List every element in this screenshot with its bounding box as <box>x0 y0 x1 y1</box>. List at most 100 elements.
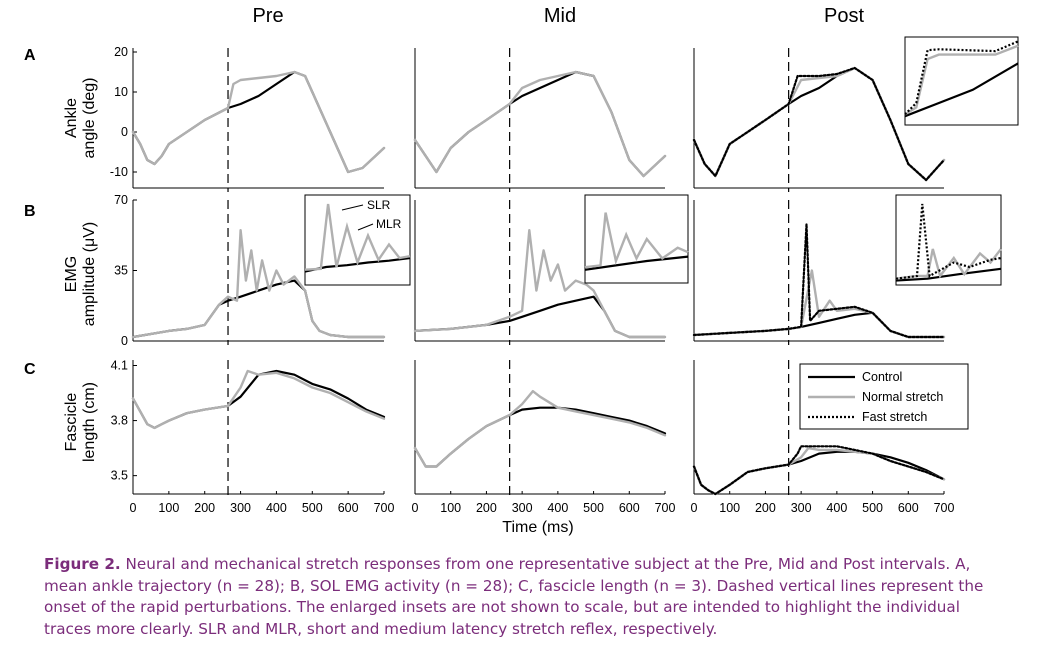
series-normal-stretch <box>413 70 667 178</box>
panel-b-mid <box>413 200 667 345</box>
x-tick-label: 700 <box>934 501 955 515</box>
column-title-post: Post <box>824 5 864 27</box>
x-tick-label: 400 <box>826 501 847 515</box>
legend-label: Fast stretch <box>862 410 927 424</box>
inset-slr-label: SLR <box>367 198 391 212</box>
x-tick-label: 100 <box>719 501 740 515</box>
ylabel-a-line1: Ankle <box>63 98 80 138</box>
x-axis-label: Time (ms) <box>502 519 573 536</box>
x-tick-label: 200 <box>194 501 215 515</box>
y-tick-label: 3.8 <box>111 414 128 428</box>
panel-c-mid: 0 100 200 300 400 500 600 700 <box>412 360 676 515</box>
inset-frame <box>304 194 411 286</box>
inset-mlr-label: MLR <box>376 217 402 231</box>
x-tick-label: 500 <box>302 501 323 515</box>
legend-label: Normal stretch <box>862 390 943 404</box>
inset-frame <box>584 194 689 284</box>
y-tick-label: 20 <box>114 45 128 59</box>
inset-a-post <box>904 36 1019 126</box>
figure-caption: Figure 2. Neural and mechanical stretch … <box>44 554 1004 640</box>
slr-arrow <box>341 204 364 211</box>
x-tick-label: 700 <box>374 501 395 515</box>
y-tick-label: 0 <box>121 334 128 348</box>
legend: Control Normal stretch Fast stretch <box>799 363 969 430</box>
x-tick-label: 700 <box>655 501 676 515</box>
inset-series-control <box>895 267 1002 282</box>
y-tick-label: 0 <box>121 125 128 139</box>
panel-c-pre: 3.5 3.8 4.1 0 100 200 300 400 500 600 700 <box>111 359 395 515</box>
caption-text: Neural and mechanical stretch responses … <box>44 555 984 638</box>
caption-label: Figure 2. <box>44 555 121 573</box>
x-tick-label: 600 <box>898 501 919 515</box>
inset-series-normal-stretch <box>904 44 1019 116</box>
panel-a-pre: -10 0 10 20 <box>110 45 386 192</box>
ylabel-c-line1: Fascicle <box>63 393 80 452</box>
x-tick-label: 300 <box>791 501 812 515</box>
series-control <box>413 406 667 468</box>
x-tick-label: 0 <box>130 501 137 515</box>
x-tick-label: 300 <box>230 501 251 515</box>
series-fast-stretch <box>692 445 946 496</box>
inset-series-fast-stretch <box>904 40 1019 116</box>
inset-series-normal-stretch <box>584 212 689 269</box>
inset-frame <box>904 36 1019 126</box>
column-title-mid: Mid <box>544 5 576 27</box>
x-tick-label: 600 <box>338 501 359 515</box>
y-tick-label: 10 <box>114 85 128 99</box>
series-control <box>131 70 386 174</box>
series-normal-stretch <box>413 390 667 468</box>
row-label-b: B <box>24 203 36 220</box>
series-fast-stretch <box>692 66 946 182</box>
panel-c-post: 0 100 200 300 400 500 600 700 <box>691 360 955 515</box>
y-tick-label: 3.5 <box>111 469 128 483</box>
y-tick-label: 35 <box>114 264 128 278</box>
inset-series-control <box>584 255 689 271</box>
inset-b-mid <box>584 194 689 284</box>
inset-series-fast-stretch <box>895 203 1002 280</box>
legend-label: Control <box>862 370 902 384</box>
x-tick-label: 100 <box>440 501 461 515</box>
ylabel-b-line2: amplitude (μV) <box>81 222 98 326</box>
x-tick-label: 500 <box>862 501 883 515</box>
panel-a-post <box>692 48 946 192</box>
series-normal-stretch <box>131 369 386 430</box>
x-tick-label: 500 <box>583 501 604 515</box>
x-tick-label: 0 <box>412 501 419 515</box>
row-label-a: A <box>24 47 36 64</box>
ylabel-b-line1: EMG <box>63 256 80 292</box>
inset-b-pre: SLR MLR <box>304 194 411 286</box>
series-fast-stretch <box>692 223 946 339</box>
x-tick-label: 200 <box>755 501 776 515</box>
x-tick-label: 100 <box>158 501 179 515</box>
ylabel-c-line2: length (cm) <box>81 382 98 462</box>
x-tick-label: 200 <box>476 501 497 515</box>
x-tick-label: 300 <box>512 501 533 515</box>
series-control <box>413 295 667 339</box>
inset-series-control <box>904 62 1019 118</box>
series-normal-stretch <box>131 70 386 174</box>
inset-b-post <box>895 194 1002 286</box>
inset-series-normal-stretch <box>304 203 411 271</box>
mlr-arrow <box>357 223 374 231</box>
series-normal-stretch <box>692 446 946 496</box>
ylabel-a-line2: angle (deg) <box>81 78 98 159</box>
series-normal-stretch <box>131 229 386 339</box>
x-tick-label: 400 <box>266 501 287 515</box>
column-title-pre: Pre <box>252 5 283 27</box>
row-label-c: C <box>24 361 36 378</box>
series-control <box>131 279 386 339</box>
figure: Pre Mid Post A B C Ankle angle (deg) EMG… <box>24 5 1019 536</box>
series-normal-stretch <box>413 229 667 339</box>
panel-b-pre: 0 35 70 <box>114 193 386 348</box>
panel-b-post <box>692 200 946 345</box>
panel-a-mid <box>413 48 667 192</box>
x-tick-label: 0 <box>691 501 698 515</box>
series-control <box>692 450 946 496</box>
y-tick-label: 70 <box>114 193 128 207</box>
y-tick-label: 4.1 <box>111 359 128 373</box>
x-tick-label: 600 <box>619 501 640 515</box>
series-control <box>413 70 667 178</box>
y-tick-label: -10 <box>110 165 128 179</box>
x-tick-label: 400 <box>547 501 568 515</box>
